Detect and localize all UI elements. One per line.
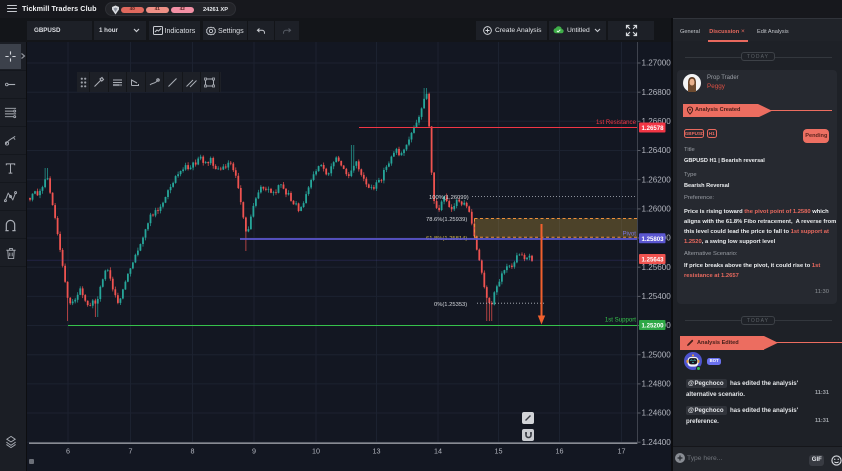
svg-text:15: 15	[495, 447, 503, 456]
svg-text:17: 17	[618, 447, 626, 456]
svg-text:100%(1.26099): 100%(1.26099)	[429, 195, 469, 201]
svg-text:13: 13	[373, 447, 381, 456]
svg-text:1.26200: 1.26200	[642, 175, 672, 184]
svg-text:1.24800: 1.24800	[642, 380, 672, 389]
svg-text:1.26600: 1.26600	[642, 117, 672, 126]
svg-text:78.6%(1.25939): 78.6%(1.25939)	[426, 217, 467, 223]
svg-text:1st Resistance: 1st Resistance	[596, 119, 637, 126]
svg-text:1.26000: 1.26000	[642, 205, 672, 214]
svg-text:1.26400: 1.26400	[642, 146, 672, 155]
svg-text:16: 16	[556, 447, 564, 456]
svg-text:1.27000: 1.27000	[642, 59, 672, 68]
svg-text:14: 14	[434, 447, 442, 456]
svg-text:1.25803: 1.25803	[642, 236, 665, 243]
svg-text:1.26800: 1.26800	[642, 88, 672, 97]
svg-text:Pivot: Pivot	[622, 231, 636, 238]
svg-text:10: 10	[312, 447, 320, 456]
svg-text:1.24400: 1.24400	[642, 438, 672, 447]
svg-text:8: 8	[191, 447, 195, 456]
svg-text:1.25643: 1.25643	[642, 257, 665, 264]
svg-text:1.25000: 1.25000	[642, 350, 672, 359]
svg-text:1.26578: 1.26578	[642, 125, 665, 132]
svg-text:9: 9	[252, 447, 256, 456]
svg-text:0%(1.25353): 0%(1.25353)	[434, 302, 467, 308]
svg-text:1.25600: 1.25600	[642, 263, 672, 272]
svg-text:1.25400: 1.25400	[642, 292, 672, 301]
svg-text:1.24600: 1.24600	[642, 409, 672, 418]
svg-text:7: 7	[129, 447, 133, 456]
svg-text:1st Support: 1st Support	[605, 317, 636, 324]
svg-text:6: 6	[66, 447, 70, 456]
svg-text:1.25200: 1.25200	[642, 323, 665, 330]
